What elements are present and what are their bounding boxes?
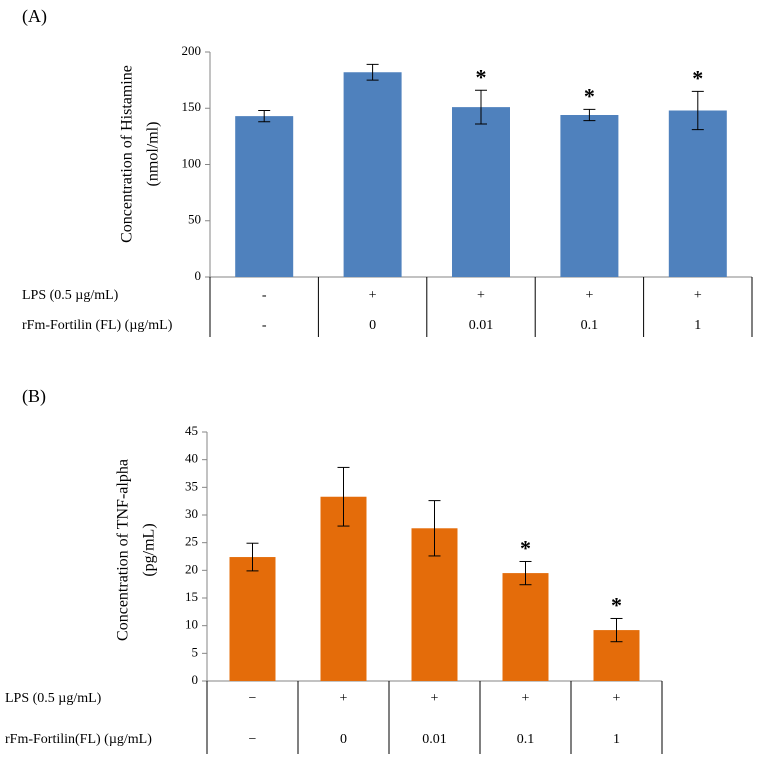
panel-a-row-cell: - [262,318,267,333]
panel-b-row-cell: + [613,691,621,706]
panel-b-bar [502,573,549,681]
panel-b-bar [229,557,276,681]
panel-a-bar [560,115,619,277]
panel-b-row-cell: + [522,691,530,706]
panel-a-label: (A) [22,6,47,27]
panel-a-row-cell: + [585,288,593,303]
panel-b-significance-marker: * [520,535,531,560]
panel-a-bar [235,116,294,277]
panel-a-row-label: LPS (0.5 µg/mL) [22,288,119,303]
panel-a-y-axis-label: Concentration of Histamine [119,65,136,243]
panel-b-row-label: rFm-Fortilin(FL) (µg/mL) [5,732,152,747]
panel-a-row-cell: + [477,288,485,303]
panel-b-row-cell: − [249,732,257,747]
panel-a-bar [343,72,402,277]
panel-a-row-cell: 0.01 [469,318,494,333]
panel-a-row-cell: 1 [694,318,701,333]
panel-a-y-tick-label: 50 [188,212,201,227]
panel-b-y-tick-label: 25 [185,534,198,549]
panel-b-y-tick-label: 20 [185,561,198,576]
panel-a-row-cell: 0.1 [581,318,599,333]
panel-b-row-cell: 0 [340,732,347,747]
panel-b-y-tick-label: 30 [185,506,198,521]
panel-a-significance-marker: * [584,83,595,108]
panel-a-row-cell: + [694,288,702,303]
panel-a-y-tick-label: 0 [195,268,202,283]
panel-a-y-tick-label: 100 [182,155,202,170]
panel-b-significance-marker: * [611,592,622,617]
panel-b-y-tick-label: 10 [185,617,198,632]
panel-b-y-axis-label: Concentration of TNF-alpha [115,459,132,641]
panel-a-row-cell: - [262,288,267,303]
panel-a-row-cell: 0 [369,318,376,333]
panel-a-row-cell: + [369,288,377,303]
panel-a-significance-marker: * [692,65,703,90]
panel-a-significance-marker: * [476,64,487,89]
panel-b-row-cell: 0.01 [422,732,447,747]
panel-b-y-tick-label: 45 [185,423,198,438]
panel-a-row-label: rFm-Fortilin (FL) (µg/mL) [22,318,173,333]
panel-b-row-cell: + [340,691,348,706]
panel-a-y-tick-label: 200 [182,43,202,58]
panel-b-row-cell: 0.1 [517,732,535,747]
panel-b-y-tick-label: 40 [185,451,198,466]
panel-b-y-axis-label: (pg/mL) [141,523,158,576]
panel-b-y-tick-label: 0 [192,672,199,687]
panel-b-row-cell: 1 [613,732,620,747]
panel-a-y-tick-label: 150 [182,99,202,114]
panel-b-y-tick-label: 15 [185,589,198,604]
panel-a-bar [452,107,510,277]
panel-b-row-cell: + [431,691,439,706]
panel-a-y-axis-label: (nmol/ml) [145,122,162,187]
panel-b-y-tick-label: 5 [192,644,199,659]
panel-b-row-label: LPS (0.5 µg/mL) [5,691,102,706]
panel-b-label: (B) [22,386,46,407]
panel-b-y-tick-label: 35 [185,478,198,493]
panel-a-bar [668,110,727,277]
panel-b-bar [320,496,367,681]
panel-b-row-cell: − [249,691,257,706]
